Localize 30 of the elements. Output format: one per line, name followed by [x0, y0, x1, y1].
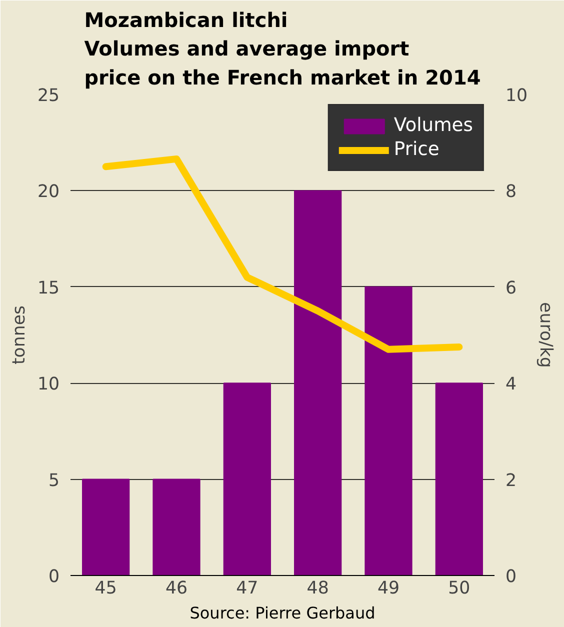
y-tick-label: 20: [37, 182, 60, 202]
bar: [294, 190, 342, 576]
y2-tick-label: 6: [506, 278, 517, 298]
chart-title: Mozambican litchi Volumes and average import price on the French market in 2014: [84, 8, 481, 90]
source-note: Source: Pierre Gerbaud: [190, 604, 376, 622]
bar: [152, 478, 200, 576]
legend-label: Volumes: [394, 115, 473, 136]
y-tick-label: 10: [37, 374, 60, 395]
legend-label: Price: [394, 139, 440, 160]
bar: [82, 478, 130, 576]
y-tick-label: 25: [37, 86, 60, 106]
x-tick-label: 47: [236, 578, 258, 598]
y2-tick-label: 10: [506, 86, 528, 106]
y2-tick-label: 8: [506, 182, 517, 202]
x-tick-label: 49: [377, 578, 400, 598]
y2-axis-title: euro/kg: [536, 302, 556, 368]
y2-tick-label: 2: [506, 470, 517, 491]
y2-tick-label: 4: [506, 374, 517, 395]
y-tick-label: 5: [48, 470, 60, 491]
y-tick-label: 0: [48, 567, 60, 587]
x-tick-label: 50: [448, 578, 470, 598]
bar: [364, 286, 412, 576]
y2-tick-label: 0: [506, 567, 517, 587]
y-tick-label: 15: [37, 278, 60, 298]
bar: [223, 382, 271, 576]
y-axis-title: tonnes: [9, 305, 30, 365]
bar: [435, 382, 483, 576]
x-tick-label: 45: [94, 578, 117, 598]
x-tick-label: 46: [165, 578, 188, 598]
x-tick-label: 48: [306, 578, 329, 598]
